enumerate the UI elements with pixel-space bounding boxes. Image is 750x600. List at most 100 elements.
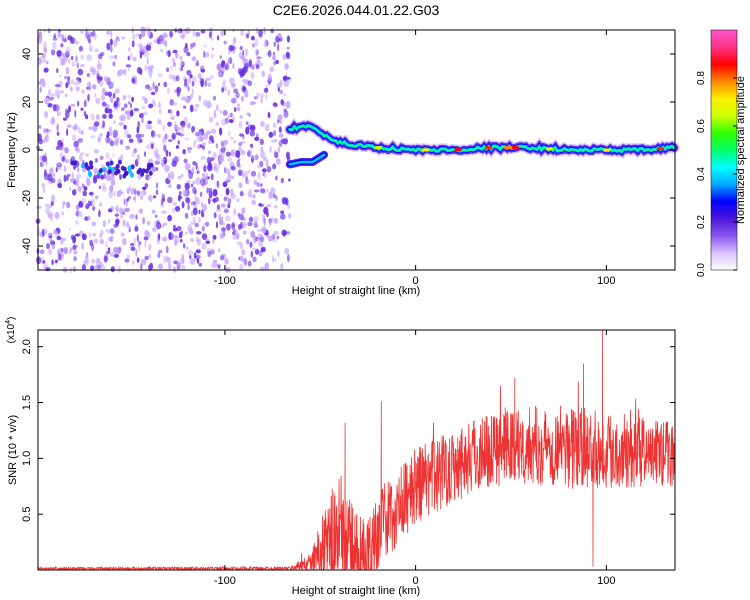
heatmap-speckle xyxy=(69,178,75,183)
heatmap-speckle xyxy=(235,150,241,158)
heatmap-speckle xyxy=(227,57,233,65)
heatmap-speckle xyxy=(130,246,136,251)
heatmap-speckle xyxy=(78,153,83,162)
heatmap-peak xyxy=(656,147,664,151)
heatmap-speckle xyxy=(238,169,242,176)
heatmap-speckle xyxy=(87,93,90,102)
heatmap-speckle xyxy=(109,175,115,182)
heatmap-speckle xyxy=(232,50,235,54)
heatmap-speckle xyxy=(241,221,248,229)
heatmap-speckle xyxy=(249,101,256,106)
heatmap-speckle xyxy=(261,226,267,234)
heatmap-speckle xyxy=(170,233,175,239)
heatmap-speckle xyxy=(148,243,152,252)
heatmap-speckle xyxy=(62,117,68,121)
heatmap-speckle xyxy=(108,218,111,224)
heatmap-speckle xyxy=(129,52,133,61)
heatmap-speckle xyxy=(193,107,198,112)
heatmap-speckle xyxy=(139,53,142,59)
heatmap-speckle xyxy=(278,133,284,138)
heatmap-speckle xyxy=(255,64,260,70)
heatmap-speckle xyxy=(200,177,206,186)
colorbar-tick-label: 0.0 xyxy=(696,263,707,277)
heatmap-speckle xyxy=(275,175,278,181)
heatmap-speckle xyxy=(116,70,121,77)
heatmap-speckle xyxy=(192,186,197,194)
heatmap-speckle xyxy=(160,48,163,53)
heatmap-speckle xyxy=(121,69,127,74)
heatmap-speckle xyxy=(210,75,214,80)
heatmap-speckle xyxy=(207,197,211,205)
heatmap-speckle xyxy=(198,97,202,102)
heatmap-speckle xyxy=(147,69,153,76)
heatmap-speckle xyxy=(106,250,111,254)
heatmap-speckle xyxy=(122,237,127,246)
heatmap-speckle xyxy=(108,91,112,98)
heatmap-speckle xyxy=(44,203,48,208)
heatmap-speckle xyxy=(55,166,58,173)
heatmap-speckle xyxy=(86,73,91,78)
heatmap-speckle xyxy=(216,104,219,112)
heatmap-speckle xyxy=(121,36,126,40)
heatmap-speckle xyxy=(223,197,228,202)
heatmap-speckle xyxy=(229,136,235,140)
heatmap-speckle xyxy=(115,218,120,225)
heatmap-speckle xyxy=(256,92,260,98)
heatmap-speckle xyxy=(230,45,236,51)
heatmap-speckle xyxy=(260,246,266,251)
heatmap-speckle xyxy=(180,239,183,243)
heatmap-speckle xyxy=(227,114,230,120)
heatmap-speckle xyxy=(244,48,249,57)
heatmap-speckle xyxy=(234,107,237,113)
heatmap-speckle xyxy=(44,228,48,235)
heatmap-speckle xyxy=(109,55,115,60)
heatmap-speckle xyxy=(87,81,92,87)
heatmap-speckle xyxy=(45,206,51,215)
heatmap-speckle xyxy=(205,77,211,81)
heatmap-speckle xyxy=(180,60,184,66)
heatmap-speckle xyxy=(95,97,101,105)
heatmap-speckle xyxy=(71,134,76,142)
heatmap-speckle xyxy=(102,114,107,119)
heatmap-speckle xyxy=(213,212,217,219)
heatmap-speckle xyxy=(163,159,167,165)
heatmap-speckle xyxy=(112,129,119,138)
heatmap-speckle xyxy=(41,183,46,188)
heatmap-speckle xyxy=(122,94,126,101)
heatmap-speckle xyxy=(123,103,128,109)
heatmap-speckle xyxy=(164,165,170,173)
heatmap-speckle xyxy=(169,98,174,106)
heatmap-speckle xyxy=(126,221,129,228)
heatmap-speckle xyxy=(181,96,187,101)
heatmap-speckle xyxy=(253,96,258,100)
heatmap-speckle xyxy=(219,110,222,114)
heatmap-speckle xyxy=(242,173,245,179)
heatmap-speckle xyxy=(83,99,87,108)
heatmap-speckle xyxy=(127,55,130,61)
heatmap-speckle xyxy=(76,62,79,69)
heatmap-speckle xyxy=(210,53,214,59)
heatmap-speckle xyxy=(251,194,255,199)
heatmap-speckle xyxy=(170,65,173,71)
heatmap-speckle xyxy=(155,189,159,195)
heatmap-speckle xyxy=(158,102,161,109)
heatmap-speckle xyxy=(136,234,139,243)
heatmap-speckle xyxy=(162,125,166,131)
heatmap-speckle xyxy=(243,230,247,235)
heatmap-speckle xyxy=(100,174,105,180)
colorbar-label: Normalized spectral amplitude xyxy=(735,76,747,224)
heatmap-speckle xyxy=(66,128,69,137)
heatmap-speckle xyxy=(106,30,111,35)
heatmap-speckle xyxy=(42,186,46,193)
heatmap-speckle xyxy=(192,207,198,216)
heatmap-speckle xyxy=(196,197,200,205)
heatmap-speckle xyxy=(43,67,49,73)
heatmap-speckle xyxy=(200,155,206,161)
heatmap-speckle xyxy=(280,210,285,214)
heatmap-speckle xyxy=(77,138,84,143)
heatmap-speckle xyxy=(253,179,258,186)
heatmap-speckle xyxy=(109,38,113,46)
heatmap-speckle xyxy=(207,82,212,88)
snr-multiplier-exponent: 4 xyxy=(5,320,12,324)
heatmap-speckle xyxy=(150,91,156,96)
